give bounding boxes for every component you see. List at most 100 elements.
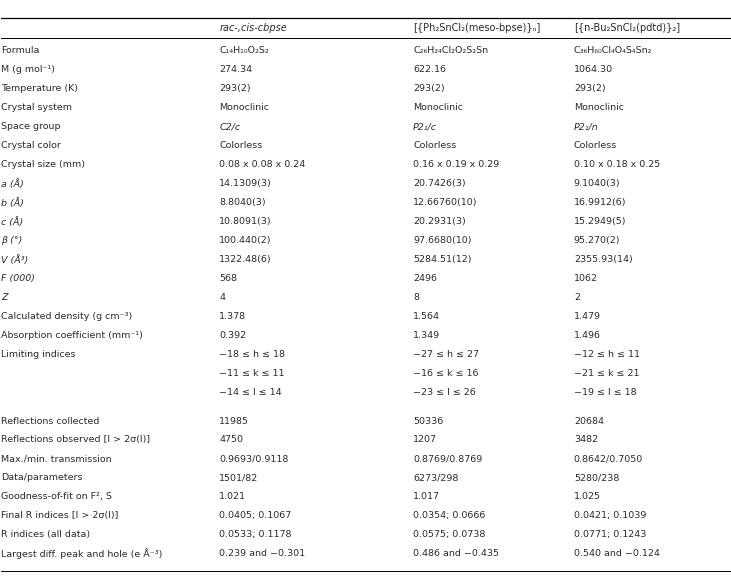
Text: 1064.30: 1064.30 <box>574 66 613 74</box>
Text: 0.0771; 0.1243: 0.0771; 0.1243 <box>574 530 646 539</box>
Text: Calculated density (g cm⁻³): Calculated density (g cm⁻³) <box>1 312 132 321</box>
Text: 2: 2 <box>574 293 580 302</box>
Text: 0.0405; 0.1067: 0.0405; 0.1067 <box>219 511 292 520</box>
Text: 1501/82: 1501/82 <box>219 473 259 483</box>
Text: 1322.48(6): 1322.48(6) <box>219 255 272 264</box>
Text: Colorless: Colorless <box>413 141 456 150</box>
Text: 2496: 2496 <box>413 274 437 283</box>
Text: 9.1040(3): 9.1040(3) <box>574 179 621 188</box>
Text: c (Å): c (Å) <box>1 217 23 227</box>
Text: P2₁/c: P2₁/c <box>413 122 437 131</box>
Text: M (g mol⁻¹): M (g mol⁻¹) <box>1 66 55 74</box>
Text: Monoclinic: Monoclinic <box>574 103 624 112</box>
Text: 95.270(2): 95.270(2) <box>574 236 621 245</box>
Text: 20.2931(3): 20.2931(3) <box>413 217 466 226</box>
Text: 11985: 11985 <box>219 416 249 426</box>
Text: 274.34: 274.34 <box>219 66 252 74</box>
Text: 1.564: 1.564 <box>413 312 440 321</box>
Text: 1.496: 1.496 <box>574 331 601 340</box>
Text: −19 ≤ l ≤ 18: −19 ≤ l ≤ 18 <box>574 388 637 397</box>
Text: 1.017: 1.017 <box>413 492 440 502</box>
Text: b (Å): b (Å) <box>1 198 23 208</box>
Text: 5284.51(12): 5284.51(12) <box>413 255 471 264</box>
Text: 293(2): 293(2) <box>219 85 251 93</box>
Text: a (Å): a (Å) <box>1 179 23 189</box>
Text: [{Ph₂SnCl₂(meso-bpse)}ₙ]: [{Ph₂SnCl₂(meso-bpse)}ₙ] <box>413 23 540 33</box>
Text: 1.378: 1.378 <box>219 312 246 321</box>
Text: 0.08 x 0.08 x 0.24: 0.08 x 0.08 x 0.24 <box>219 160 306 169</box>
Text: 15.2949(5): 15.2949(5) <box>574 217 626 226</box>
Text: 4750: 4750 <box>219 435 243 445</box>
Text: 0.540 and −0.124: 0.540 and −0.124 <box>574 550 659 558</box>
Text: 1.479: 1.479 <box>574 312 601 321</box>
Text: β (°): β (°) <box>1 236 22 245</box>
Text: C₁₄H₁₀O₂S₂: C₁₄H₁₀O₂S₂ <box>219 47 269 55</box>
Text: Monoclinic: Monoclinic <box>413 103 463 112</box>
Text: 1.349: 1.349 <box>413 331 440 340</box>
Text: Formula: Formula <box>1 47 39 55</box>
Text: 293(2): 293(2) <box>574 85 605 93</box>
Text: Colorless: Colorless <box>574 141 617 150</box>
Text: Max./min. transmission: Max./min. transmission <box>1 454 111 464</box>
Text: F (000): F (000) <box>1 274 35 283</box>
Text: C₃₆H₆₀Cl₄O₄S₄Sn₂: C₃₆H₆₀Cl₄O₄S₄Sn₂ <box>574 47 652 55</box>
Text: 100.440(2): 100.440(2) <box>219 236 272 245</box>
Text: P2₁/n: P2₁/n <box>574 122 599 131</box>
Text: rac-,cis-cbpse: rac-,cis-cbpse <box>219 23 287 33</box>
Text: V (Å³): V (Å³) <box>1 255 28 264</box>
Text: 0.8769/0.8769: 0.8769/0.8769 <box>413 454 482 464</box>
Text: −11 ≤ k ≤ 11: −11 ≤ k ≤ 11 <box>219 369 285 378</box>
Text: 20.7426(3): 20.7426(3) <box>413 179 466 188</box>
Text: 0.0533; 0.1178: 0.0533; 0.1178 <box>219 530 292 539</box>
Text: 0.9693/0.9118: 0.9693/0.9118 <box>219 454 289 464</box>
Text: Largest diff. peak and hole (e Å⁻³): Largest diff. peak and hole (e Å⁻³) <box>1 548 162 559</box>
Text: Reflections observed [I > 2σ(I)]: Reflections observed [I > 2σ(I)] <box>1 435 150 445</box>
Text: 6273/298: 6273/298 <box>413 473 458 483</box>
Text: 20684: 20684 <box>574 416 604 426</box>
Text: Final R indices [I > 2σ(I)]: Final R indices [I > 2σ(I)] <box>1 511 118 520</box>
Text: −23 ≤ l ≤ 26: −23 ≤ l ≤ 26 <box>413 388 476 397</box>
Text: 12.66760(10): 12.66760(10) <box>413 198 477 207</box>
Text: 10.8091(3): 10.8091(3) <box>219 217 272 226</box>
Text: 97.6680(10): 97.6680(10) <box>413 236 471 245</box>
Text: Monoclinic: Monoclinic <box>219 103 269 112</box>
Text: 0.8642/0.7050: 0.8642/0.7050 <box>574 454 643 464</box>
Text: 5280/238: 5280/238 <box>574 473 619 483</box>
Text: −21 ≤ k ≤ 21: −21 ≤ k ≤ 21 <box>574 369 640 378</box>
Text: 0.392: 0.392 <box>219 331 246 340</box>
Text: 1207: 1207 <box>413 435 437 445</box>
Text: C₂₆H₂₄Cl₂O₂S₂Sn: C₂₆H₂₄Cl₂O₂S₂Sn <box>413 47 488 55</box>
Text: 0.16 x 0.19 x 0.29: 0.16 x 0.19 x 0.29 <box>413 160 499 169</box>
Text: 1.021: 1.021 <box>219 492 246 502</box>
Text: 1062: 1062 <box>574 274 598 283</box>
Text: 3482: 3482 <box>574 435 598 445</box>
Text: 8: 8 <box>413 293 419 302</box>
Text: 293(2): 293(2) <box>413 85 444 93</box>
Text: 1.025: 1.025 <box>574 492 601 502</box>
Text: C2/c: C2/c <box>219 122 240 131</box>
Text: Space group: Space group <box>1 122 60 131</box>
Text: Colorless: Colorless <box>219 141 262 150</box>
Text: Limiting indices: Limiting indices <box>1 350 75 359</box>
Text: 16.9912(6): 16.9912(6) <box>574 198 626 207</box>
Text: 0.10 x 0.18 x 0.25: 0.10 x 0.18 x 0.25 <box>574 160 660 169</box>
Text: Crystal color: Crystal color <box>1 141 61 150</box>
Text: 0.0354; 0.0666: 0.0354; 0.0666 <box>413 511 485 520</box>
Text: −16 ≤ k ≤ 16: −16 ≤ k ≤ 16 <box>413 369 479 378</box>
Text: −12 ≤ h ≤ 11: −12 ≤ h ≤ 11 <box>574 350 640 359</box>
Text: 50336: 50336 <box>413 416 443 426</box>
Text: 0.239 and −0.301: 0.239 and −0.301 <box>219 550 306 558</box>
Text: R indices (all data): R indices (all data) <box>1 530 90 539</box>
Text: −18 ≤ h ≤ 18: −18 ≤ h ≤ 18 <box>219 350 285 359</box>
Text: Crystal size (mm): Crystal size (mm) <box>1 160 85 169</box>
Text: 622.16: 622.16 <box>413 66 446 74</box>
Text: Data/parameters: Data/parameters <box>1 473 82 483</box>
Text: 568: 568 <box>219 274 238 283</box>
Text: −27 ≤ h ≤ 27: −27 ≤ h ≤ 27 <box>413 350 479 359</box>
Text: Z: Z <box>1 293 7 302</box>
Text: 0.0421; 0.1039: 0.0421; 0.1039 <box>574 511 646 520</box>
Text: 14.1309(3): 14.1309(3) <box>219 179 272 188</box>
Text: Temperature (K): Temperature (K) <box>1 85 77 93</box>
Text: −14 ≤ l ≤ 14: −14 ≤ l ≤ 14 <box>219 388 282 397</box>
Text: [{n-Bu₂SnCl₂(pdtd)}₂]: [{n-Bu₂SnCl₂(pdtd)}₂] <box>574 23 680 33</box>
